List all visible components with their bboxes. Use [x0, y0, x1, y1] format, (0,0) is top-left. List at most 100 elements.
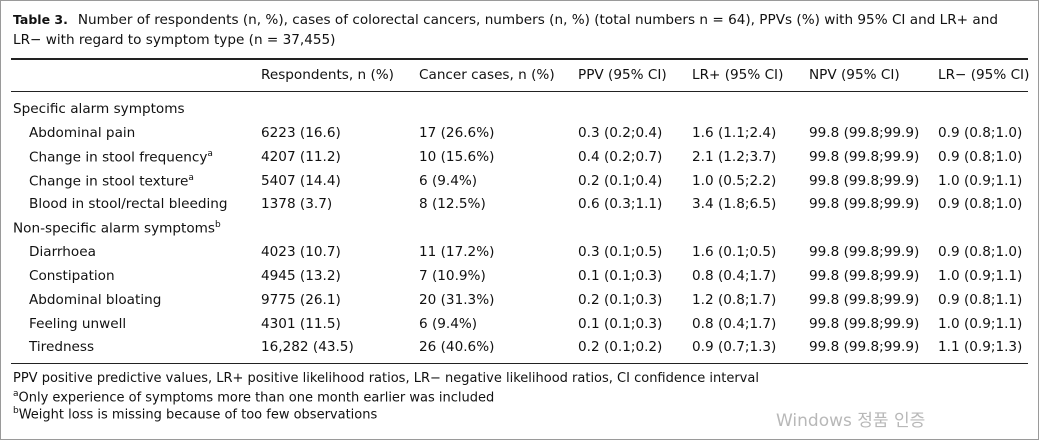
footnote-mark: a: [13, 388, 19, 399]
cell: 20 (31.3%): [419, 291, 495, 308]
row-label: Blood in stool/rectal bleeding: [29, 196, 227, 212]
cell: 0.1 (0.1;0.3): [578, 268, 663, 284]
cell: 11 (17.2%): [419, 244, 495, 261]
row-label: Abdominal bloating: [29, 292, 161, 308]
cell: 99.8 (99.8;99.9): [809, 244, 920, 261]
cell: 99.8 (99.8;99.9): [809, 172, 920, 189]
cell: 0.9 (0.8;1.0): [938, 244, 1023, 261]
row-label-text: Abdominal pain: [29, 125, 136, 141]
row-label-text: Change in stool frequency: [29, 149, 208, 166]
rule: [11, 91, 1028, 92]
footnote-text: PPV positive predictive values, LR+ posi…: [13, 371, 759, 386]
cell: 99.8 (99.8;99.9): [809, 291, 920, 308]
section-label-text: Non-specific alarm symptoms: [13, 220, 216, 237]
cell: 0.6 (0.3;1.1): [578, 196, 663, 213]
cell: 0.9 (0.8;1.1): [938, 291, 1023, 308]
column-header: Cancer cases, n (%): [419, 67, 555, 83]
rule: [11, 58, 1028, 60]
cell: 0.8 (0.4;1.7): [692, 315, 777, 332]
cell: 0.4 (0.2;0.7): [578, 148, 663, 165]
footnote: aOnly experience of symptoms more than o…: [13, 389, 494, 405]
row-label-text: Constipation: [29, 268, 115, 284]
cell: 99.8 (99.8;99.9): [809, 196, 920, 213]
row-label-text: Feeling unwell: [29, 315, 127, 332]
cell: 4301 (11.5): [261, 315, 341, 332]
cell: 1.6 (0.1;0.5): [692, 244, 777, 261]
row-label: Change in stool frequencya: [29, 149, 213, 166]
caption-text: Number of respondents (n, %), cases of c…: [13, 12, 998, 48]
cell: 0.9 (0.8;1.0): [938, 125, 1023, 141]
section-label: Specific alarm symptoms: [13, 101, 185, 117]
footnote-mark: b: [13, 406, 19, 416]
row-label-text: Abdominal bloating: [29, 291, 162, 308]
cell: 0.2 (0.1;0.4): [578, 172, 663, 189]
row-label-text: Blood in stool/rectal bleeding: [29, 196, 228, 213]
cell: 4945 (13.2): [261, 268, 341, 284]
cell: 1.6 (1.1;2.4): [692, 125, 777, 141]
footnote: PPV positive predictive values, LR+ posi…: [13, 371, 759, 386]
cell: 99.8 (99.8;99.9): [809, 125, 920, 141]
cell: 26 (40.6%): [419, 339, 495, 356]
cell: 0.9 (0.8;1.0): [938, 196, 1023, 213]
cell: 3.4 (1.8;6.5): [692, 196, 777, 213]
section-label-text: Specific alarm symptoms: [13, 101, 185, 117]
footnote: bWeight loss is missing because of too f…: [13, 406, 377, 422]
cell: 1.0 (0.5;2.2): [692, 172, 777, 189]
cell: 6 (9.4%): [419, 315, 478, 332]
column-header: LR+ (95% CI): [692, 67, 784, 83]
cell: 4207 (11.2): [261, 148, 341, 165]
column-header: NPV (95% CI): [809, 67, 900, 83]
cell: 16,282 (43.5): [261, 339, 354, 356]
row-label: Change in stool texturea: [29, 173, 194, 190]
cell: 9775 (26.1): [261, 291, 341, 308]
cell: 0.1 (0.1;0.3): [578, 315, 663, 332]
cell: 6223 (16.6): [261, 125, 341, 141]
row-label: Tiredness: [29, 339, 94, 355]
cell: 0.2 (0.1;0.3): [578, 291, 663, 308]
cell: 99.8 (99.8;99.9): [809, 148, 920, 165]
column-header: PPV (95% CI): [578, 67, 667, 83]
row-label-text: Diarrhoea: [29, 244, 96, 261]
footnote-text: Only experience of symptoms more than on…: [18, 389, 495, 405]
superscript: b: [215, 220, 221, 231]
cell: 6 (9.4%): [419, 172, 478, 189]
superscript: a: [188, 172, 194, 183]
cell: 1.2 (0.8;1.7): [692, 291, 777, 308]
row-label: Feeling unwell: [29, 316, 126, 332]
section-label: Non-specific alarm symptomsb: [13, 220, 221, 237]
cell: 1.0 (0.9;1.1): [938, 315, 1023, 332]
cell: 0.2 (0.1;0.2): [578, 339, 663, 356]
superscript: a: [207, 148, 213, 159]
rule: [11, 363, 1028, 364]
footnote-text: Weight loss is missing because of too fe…: [18, 407, 378, 423]
cell: 2.1 (1.2;3.7): [692, 148, 777, 165]
row-label-text: Change in stool texture: [29, 173, 189, 190]
cell: 0.3 (0.2;0.4): [578, 125, 663, 141]
table-label: Table 3.: [13, 12, 68, 27]
cell: 0.9 (0.8;1.0): [938, 148, 1023, 165]
cell: 17 (26.6%): [419, 125, 495, 141]
cell: 1378 (3.7): [261, 196, 333, 213]
cell: 1.1 (0.9;1.3): [938, 339, 1023, 356]
cell: 10 (15.6%): [419, 148, 495, 165]
cell: 0.3 (0.1;0.5): [578, 244, 663, 261]
row-label: Abdominal pain: [29, 125, 135, 141]
cell: 7 (10.9%): [419, 268, 486, 284]
cell: 99.8 (99.8;99.9): [809, 315, 920, 332]
caption: Table 3. Number of respondents (n, %), ca…: [13, 10, 1028, 50]
row-label: Constipation: [29, 268, 115, 284]
cell: 0.8 (0.4;1.7): [692, 268, 777, 284]
column-header: Respondents, n (%): [261, 67, 394, 83]
cell: 0.9 (0.7;1.3): [692, 339, 777, 356]
cell: 4023 (10.7): [261, 244, 341, 261]
column-header: LR− (95% CI): [938, 67, 1030, 83]
row-label-text: Tiredness: [29, 339, 95, 356]
watermark: Windows 정품 인증: [776, 411, 926, 431]
cell: 99.8 (99.8;99.9): [809, 339, 920, 356]
row-label: Diarrhoea: [29, 244, 96, 260]
cell: 8 (12.5%): [419, 196, 486, 213]
cell: 1.0 (0.9;1.1): [938, 172, 1023, 189]
cell: 99.8 (99.8;99.9): [809, 268, 920, 284]
cell: 1.0 (0.9;1.1): [938, 268, 1023, 284]
